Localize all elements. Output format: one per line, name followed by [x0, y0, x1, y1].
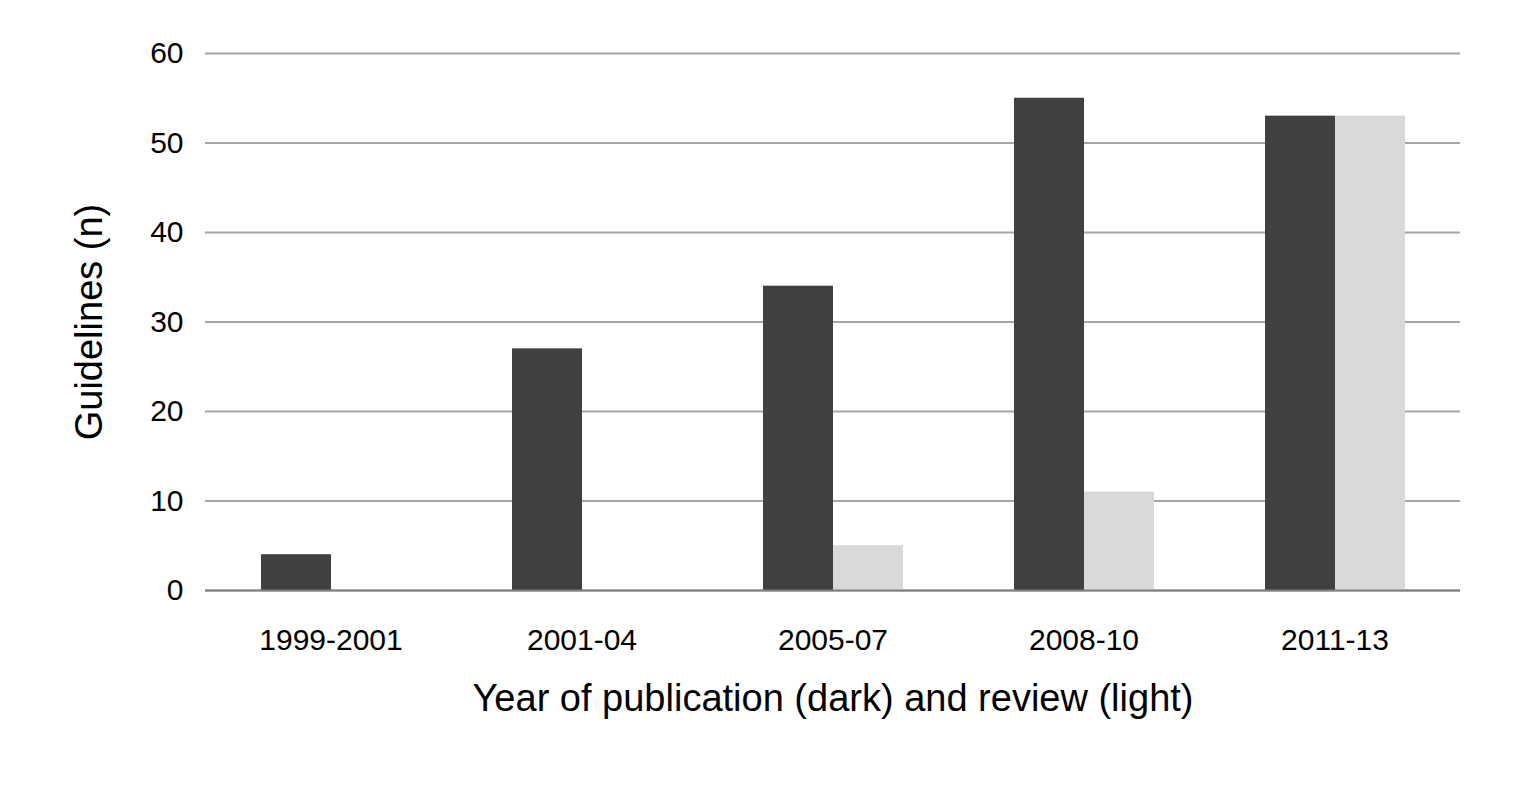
svg-text:Year of publication (dark) and: Year of publication (dark) and review (l…: [473, 677, 1194, 719]
svg-text:0: 0: [167, 573, 184, 606]
svg-text:10: 10: [150, 484, 183, 517]
svg-text:Guidelines (n): Guidelines (n): [68, 204, 110, 441]
svg-text:60: 60: [150, 36, 183, 69]
svg-text:50: 50: [150, 126, 183, 159]
svg-text:1999-2001: 1999-2001: [259, 623, 402, 656]
svg-text:2001-04: 2001-04: [527, 623, 637, 656]
svg-text:2011-13: 2011-13: [1281, 623, 1389, 656]
svg-text:2005-07: 2005-07: [778, 623, 888, 656]
svg-text:20: 20: [150, 394, 183, 427]
svg-text:30: 30: [150, 305, 183, 338]
svg-text:2008-10: 2008-10: [1029, 623, 1139, 656]
svg-text:40: 40: [150, 215, 183, 248]
